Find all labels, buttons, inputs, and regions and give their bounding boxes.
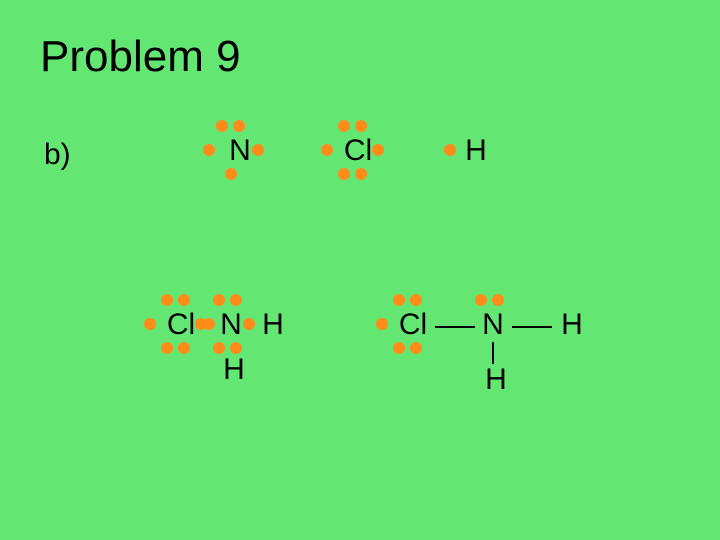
- electron-dot: [393, 294, 405, 306]
- atom-label: H: [261, 310, 285, 340]
- electron-dot: [203, 144, 215, 156]
- electron-dot: [355, 168, 367, 180]
- atom-label: H: [560, 310, 584, 340]
- electron-dot: [161, 294, 173, 306]
- electron-dot: [225, 168, 237, 180]
- electron-dot: [355, 120, 367, 132]
- electron-dot: [444, 144, 456, 156]
- electron-dot: [475, 294, 487, 306]
- atom-label: N: [225, 136, 255, 166]
- electron-dot: [321, 144, 333, 156]
- electron-dot: [213, 294, 225, 306]
- atom-label: Cl: [396, 310, 430, 340]
- electron-dot: [252, 144, 264, 156]
- electron-dot: [178, 342, 190, 354]
- atom-label: N: [216, 310, 246, 340]
- bond-line: [492, 342, 494, 364]
- atom-label: H: [222, 355, 246, 385]
- electron-dot: [144, 318, 156, 330]
- electron-dot: [492, 294, 504, 306]
- electron-dot: [410, 342, 422, 354]
- atom-label: Cl: [164, 310, 198, 340]
- page-title: Problem 9: [40, 32, 241, 82]
- electron-dot: [338, 168, 350, 180]
- electron-dot: [338, 120, 350, 132]
- electron-dot: [230, 294, 242, 306]
- atom-label: H: [484, 365, 508, 395]
- electron-dot: [372, 144, 384, 156]
- electron-dot: [243, 318, 255, 330]
- electron-dot: [216, 120, 228, 132]
- electron-dot: [410, 294, 422, 306]
- electron-dot: [203, 318, 215, 330]
- atom-label: Cl: [341, 136, 375, 166]
- electron-dot: [393, 342, 405, 354]
- atom-label: H: [464, 136, 488, 166]
- electron-dot: [178, 294, 190, 306]
- electron-dot: [376, 318, 388, 330]
- electron-dot: [161, 342, 173, 354]
- electron-dot: [213, 342, 225, 354]
- atom-label: N: [478, 310, 508, 340]
- part-label: b): [44, 138, 71, 172]
- bond-line: [512, 326, 552, 328]
- electron-dot: [233, 120, 245, 132]
- bond-line: [435, 326, 475, 328]
- electron-dot: [230, 342, 242, 354]
